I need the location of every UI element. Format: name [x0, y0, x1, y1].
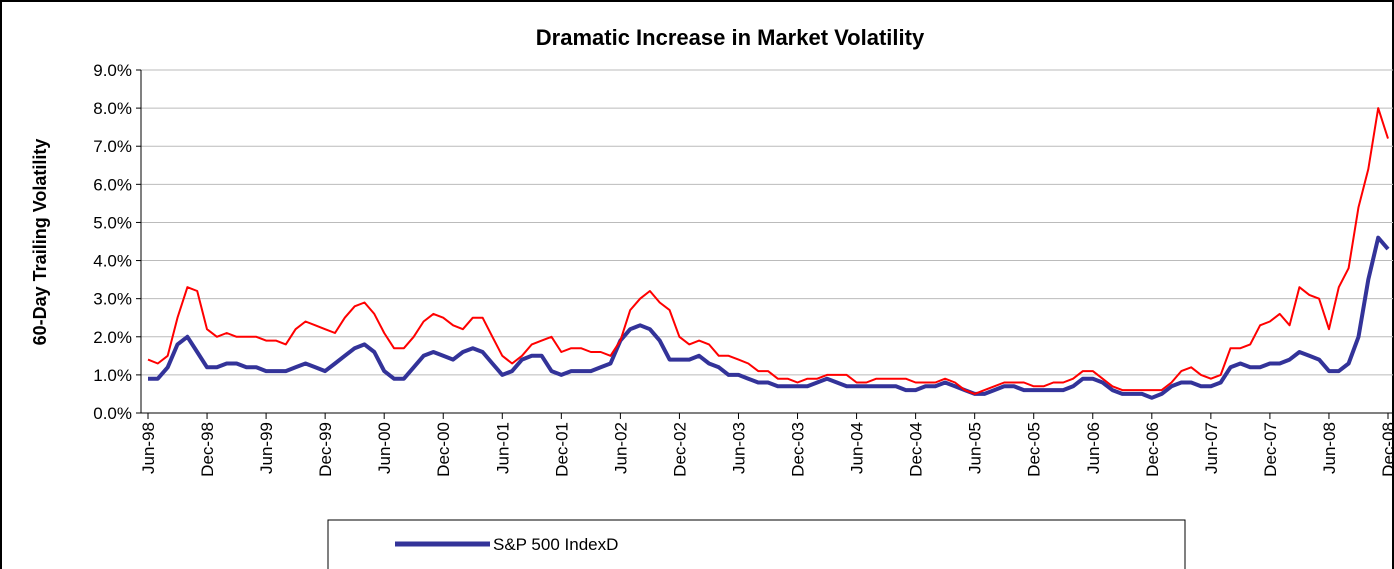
y-tick-label: 9.0% [93, 61, 132, 80]
x-tick-label: Dec-08 [1379, 422, 1394, 477]
x-tick-label: Jun-04 [848, 422, 867, 474]
x-tick-label: Jun-08 [1320, 422, 1339, 474]
x-tick-label: Jun-03 [729, 422, 748, 474]
x-tick-label: Jun-06 [1084, 422, 1103, 474]
x-tick-label: Jun-05 [966, 422, 985, 474]
x-tick-label: Jun-01 [493, 422, 512, 474]
x-tick-label: Dec-03 [789, 422, 808, 477]
x-tick-label: Dec-04 [907, 422, 926, 477]
y-tick-label: 5.0% [93, 213, 132, 232]
x-tick-label: Jun-02 [611, 422, 630, 474]
legend-label: S&P 500 IndexD [493, 535, 618, 554]
x-tick-label: Dec-02 [670, 422, 689, 477]
x-tick-label: Jun-99 [257, 422, 276, 474]
y-axis-title: 60-Day Trailing Volatility [30, 139, 50, 346]
x-tick-label: Jun-98 [139, 422, 158, 474]
x-tick-label: Dec-99 [316, 422, 335, 477]
x-tick-label: Dec-07 [1261, 422, 1280, 477]
x-tick-label: Jun-00 [375, 422, 394, 474]
series-line [148, 235, 1390, 400]
x-tick-label: Dec-00 [434, 422, 453, 477]
y-tick-label: 3.0% [93, 290, 132, 309]
y-tick-label: 6.0% [93, 175, 132, 194]
y-tick-label: 1.0% [93, 366, 132, 385]
y-tick-label: 7.0% [93, 137, 132, 156]
x-tick-label: Jun-07 [1202, 422, 1221, 474]
y-tick-label: 4.0% [93, 252, 132, 271]
y-tick-label: 8.0% [93, 99, 132, 118]
y-tick-label: 2.0% [93, 328, 132, 347]
x-tick-label: Dec-98 [198, 422, 217, 477]
x-tick-label: Dec-06 [1143, 422, 1162, 477]
x-tick-label: Dec-01 [552, 422, 571, 477]
series-line [147, 107, 1389, 395]
y-tick-label: 0.0% [93, 404, 132, 423]
chart-title: Dramatic Increase in Market Volatility [536, 25, 925, 50]
x-tick-label: Dec-05 [1025, 422, 1044, 477]
